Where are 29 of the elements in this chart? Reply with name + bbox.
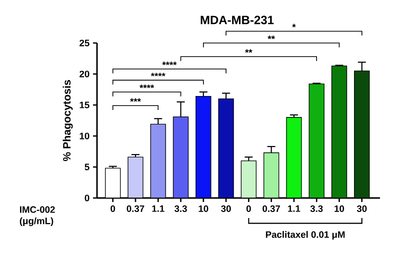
chart-title: MDA-MB-231 [200,16,274,24]
x-tick-label: 30 [221,205,231,212]
annotation: *** [130,98,141,102]
y-tick-label: 5 [84,164,90,170]
x-tick-label: 0 [110,205,116,212]
x-tick-label: 10 [198,205,208,212]
x-tick-label: 0.37 [262,205,280,212]
y-tick-label: 10 [80,132,90,140]
text: * [292,24,296,28]
x-tick-label: 3.3 [310,205,323,212]
y-tick-label: 20 [80,70,90,78]
y-tick-label: 15 [80,102,90,108]
text: ** [268,36,275,40]
x-tick-label: 1.1 [152,205,164,212]
text: Paclitaxel 0.01 μM [266,231,345,240]
annotation: **** [140,84,154,88]
y-tick-label: 0 [84,194,90,202]
annotation: **** [150,72,166,76]
x-tick-label: 0.37 [126,205,144,212]
y-tick-label: 25 [80,40,90,46]
x-axis-title: IMC-002 (μg/mL) [20,206,55,226]
x-tick-label: 0 [246,205,251,212]
x-tick-label: 10 [334,205,344,212]
x-tick-label: 1.1 [288,205,300,212]
annotation: ** [245,49,252,53]
annotation: **** [162,62,177,66]
x-tick-label: 3.3 [174,205,187,212]
x-tick-label: 30 [356,205,367,212]
y-axis-title: % Phagocytosis [62,80,73,162]
